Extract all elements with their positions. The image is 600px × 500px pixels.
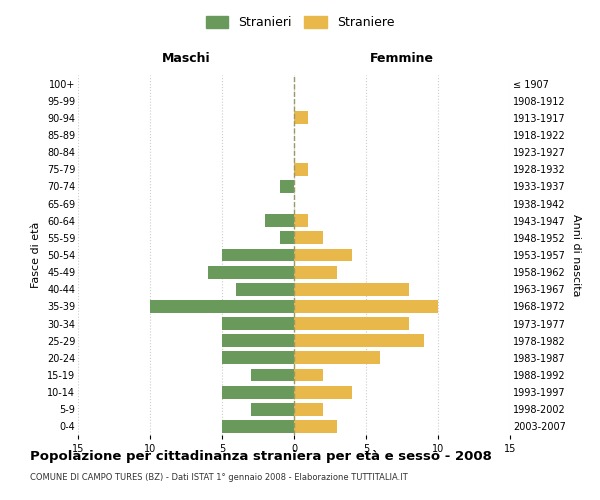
Bar: [294, 283, 409, 296]
Bar: [294, 112, 308, 124]
Legend: Stranieri, Straniere: Stranieri, Straniere: [201, 11, 399, 34]
Bar: [222, 420, 294, 433]
Bar: [150, 300, 294, 313]
Bar: [294, 352, 380, 364]
Text: Popolazione per cittadinanza straniera per età e sesso - 2008: Popolazione per cittadinanza straniera p…: [30, 450, 492, 463]
Bar: [294, 317, 409, 330]
Text: Femmine: Femmine: [370, 52, 434, 65]
Bar: [251, 403, 294, 415]
Text: Maschi: Maschi: [161, 52, 211, 65]
Bar: [294, 163, 308, 175]
Y-axis label: Fasce di età: Fasce di età: [31, 222, 41, 288]
Bar: [222, 386, 294, 398]
Bar: [294, 248, 352, 262]
Text: COMUNE DI CAMPO TURES (BZ) - Dati ISTAT 1° gennaio 2008 - Elaborazione TUTTITALI: COMUNE DI CAMPO TURES (BZ) - Dati ISTAT …: [30, 472, 408, 482]
Bar: [222, 317, 294, 330]
Bar: [222, 334, 294, 347]
Y-axis label: Anni di nascita: Anni di nascita: [571, 214, 581, 296]
Bar: [294, 368, 323, 382]
Bar: [222, 248, 294, 262]
Bar: [294, 403, 323, 415]
Bar: [294, 214, 308, 227]
Bar: [294, 386, 352, 398]
Bar: [251, 368, 294, 382]
Bar: [265, 214, 294, 227]
Bar: [208, 266, 294, 278]
Bar: [280, 232, 294, 244]
Bar: [280, 180, 294, 193]
Bar: [294, 300, 438, 313]
Bar: [294, 420, 337, 433]
Bar: [236, 283, 294, 296]
Bar: [294, 266, 337, 278]
Bar: [294, 334, 424, 347]
Bar: [294, 232, 323, 244]
Bar: [222, 352, 294, 364]
